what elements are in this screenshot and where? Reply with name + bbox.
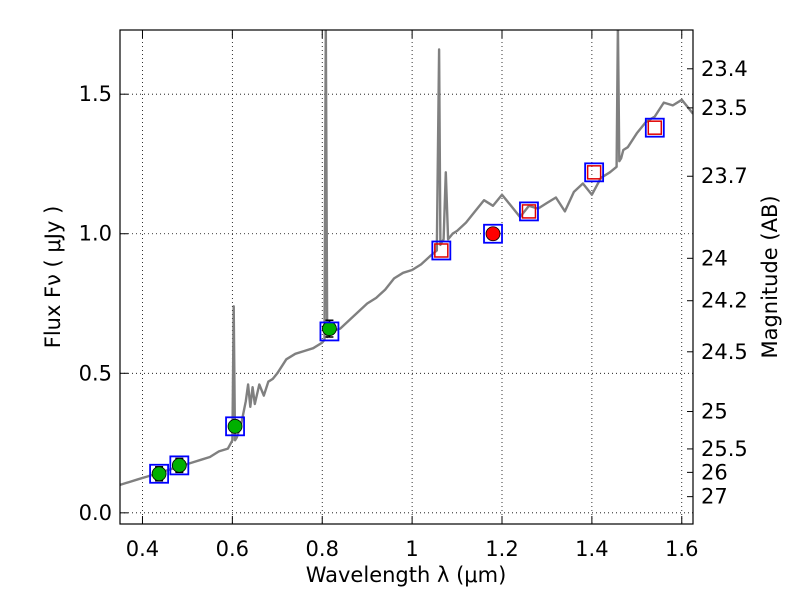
model-band-square <box>225 416 245 437</box>
data-point <box>485 226 501 242</box>
model-band-square <box>319 321 340 342</box>
x-tick-label: 1.4 <box>575 537 608 561</box>
x-tick-label: 1.6 <box>665 537 698 561</box>
observed-band-square <box>434 243 449 258</box>
y-axis-label: Flux Fν ( μJy ) <box>41 206 65 349</box>
y-right-tick-label: 24 <box>701 246 728 270</box>
x-tick-label: 0.4 <box>126 537 159 561</box>
y-right-tick-label: 24.2 <box>701 289 748 313</box>
model-band-square <box>584 162 605 183</box>
y-right-tick-label: 27 <box>701 485 728 509</box>
model-band-square <box>169 455 190 476</box>
y-right-axis-label: Magnitude (AB) <box>758 195 782 358</box>
x-tick-label: 0.8 <box>306 537 339 561</box>
plot-frame <box>119 29 694 525</box>
grid <box>120 30 693 524</box>
data-point <box>227 418 243 434</box>
data-point <box>322 321 337 337</box>
model-band-square <box>644 117 665 138</box>
spectrum-line <box>120 30 693 487</box>
y-right-tick-label: 23.7 <box>701 164 748 188</box>
model-band-square <box>431 240 452 261</box>
observed-band-square <box>647 120 663 135</box>
y-tick-label: 0.0 <box>79 501 112 525</box>
model-band-square <box>519 201 539 222</box>
axes-ticks: 0.4 0.6 0.8 1 1.2 1.4 1.6 0.0 0.5 1.0 1.5 23.4 23.5 2… <box>79 30 748 561</box>
y-right-tick-label: 23.4 <box>701 57 748 81</box>
observed-band-square <box>586 165 602 180</box>
data-point <box>151 466 167 482</box>
x-axis-label: Wavelength λ (μm) <box>306 563 507 587</box>
y-tick-label: 0.5 <box>79 361 112 385</box>
data-point <box>171 457 187 473</box>
y-tick-label: 1.0 <box>79 222 112 246</box>
y-right-tick-label: 25.5 <box>701 437 748 461</box>
model-band-square <box>483 223 503 244</box>
y-right-tick-label: 23.5 <box>701 96 748 120</box>
x-tick-label: 0.6 <box>216 537 249 561</box>
y-tick-label: 1.5 <box>79 82 112 106</box>
x-tick-label: 1 <box>405 537 418 561</box>
x-tick-label: 1.2 <box>485 537 518 561</box>
model-band-square <box>149 463 169 484</box>
observed-band-square <box>521 204 537 219</box>
y-right-tick-label: 24.5 <box>701 340 748 364</box>
plot-data <box>120 30 693 487</box>
y-right-tick-label: 25 <box>701 400 728 424</box>
y-right-tick-label: 26 <box>701 460 728 484</box>
